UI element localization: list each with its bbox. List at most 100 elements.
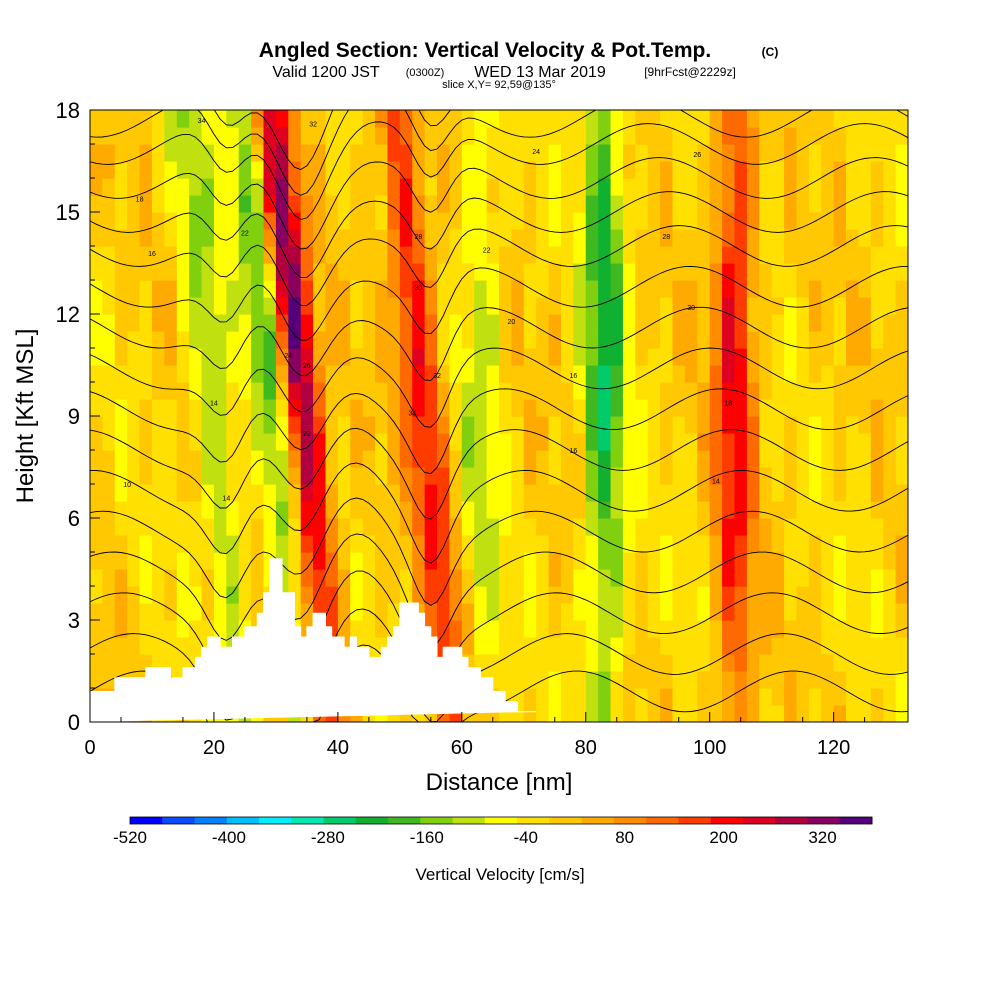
velocity-cell [858,212,872,230]
velocity-cell [560,569,574,587]
velocity-cell [635,263,649,281]
velocity-cell [288,484,302,502]
velocity-cell [672,127,686,145]
velocity-cell [238,433,252,451]
velocity-cell [511,467,525,485]
velocity-cell [573,484,587,502]
velocity-cell [573,705,587,722]
velocity-cell [883,433,897,451]
velocity-cell [697,314,711,332]
velocity-cell [560,637,574,655]
velocity-cell [536,365,550,383]
velocity-cell [523,195,537,213]
velocity-cell [511,416,525,434]
velocity-cell [350,535,364,553]
velocity-cell [536,620,550,638]
velocity-cell [660,467,674,485]
velocity-cell [647,110,661,128]
velocity-cell [684,246,698,264]
velocity-cell [548,535,562,553]
velocity-cell [821,263,835,281]
velocity-cell [672,705,686,722]
theta-contour-label: 20 [507,319,515,326]
velocity-cell [424,467,438,485]
velocity-cell [883,416,897,434]
velocity-cell [746,348,760,366]
velocity-cell [771,110,785,128]
velocity-cell [858,127,872,145]
velocity-cell [858,331,872,349]
velocity-cell [226,535,240,553]
velocity-cell [846,246,860,264]
velocity-cell [821,331,835,349]
velocity-cell [660,569,674,587]
velocity-cell [684,161,698,179]
velocity-cell [610,535,624,553]
velocity-cell [350,314,364,332]
velocity-cell [288,331,302,349]
velocity-cell [858,433,872,451]
velocity-cell [858,314,872,332]
velocity-cell [560,671,574,689]
velocity-cell [734,484,748,502]
velocity-cell [560,416,574,434]
velocity-cell [759,637,773,655]
velocity-cell [672,416,686,434]
y-tick-label: 6 [68,506,80,531]
velocity-cell [114,399,128,417]
velocity-cell [684,484,698,502]
velocity-cell [635,161,649,179]
velocity-cell [461,535,475,553]
velocity-cell [164,297,178,315]
velocity-cell [523,654,537,672]
velocity-cell [598,382,612,400]
velocity-cell [709,229,723,247]
velocity-cell [288,433,302,451]
velocity-cell [759,399,773,417]
velocity-cell [895,620,908,638]
theta-contour-label: 30 [415,285,423,292]
velocity-cell [412,552,426,570]
velocity-cell [573,246,587,264]
velocity-cell [883,365,897,383]
velocity-cell [151,280,165,298]
velocity-cell [622,433,636,451]
velocity-cell [313,518,327,536]
velocity-cell [709,433,723,451]
velocity-cell [833,314,847,332]
velocity-cell [139,127,153,145]
velocity-cell [313,263,327,281]
velocity-cell [746,688,760,706]
velocity-cell [499,331,512,349]
velocity-cell [784,178,798,196]
velocity-cell [164,382,178,400]
velocity-cell [238,416,252,434]
velocity-cell [734,552,748,570]
velocity-cell [598,586,612,604]
velocity-cell [511,399,525,417]
velocity-cell [90,620,103,638]
velocity-cell [424,331,438,349]
velocity-cell [350,229,364,247]
velocity-cell [523,127,537,145]
velocity-cell [387,365,401,383]
velocity-cell [387,144,401,162]
velocity-cell [288,450,302,468]
velocity-cell [139,280,153,298]
velocity-cell [387,535,401,553]
velocity-cell [883,569,897,587]
velocity-cell [709,654,723,672]
velocity-cell [461,569,475,587]
velocity-cell [858,484,872,502]
velocity-cell [486,144,500,162]
velocity-cell [375,552,389,570]
velocity-cell [251,263,265,281]
theta-contour-label: 14 [222,496,230,503]
velocity-cell [90,569,103,587]
velocity-cell [697,450,711,468]
velocity-cell [870,603,884,621]
velocity-cell [560,586,574,604]
colorbar-tick-label: -160 [410,828,444,847]
velocity-cell [734,127,748,145]
velocity-cell [536,450,550,468]
